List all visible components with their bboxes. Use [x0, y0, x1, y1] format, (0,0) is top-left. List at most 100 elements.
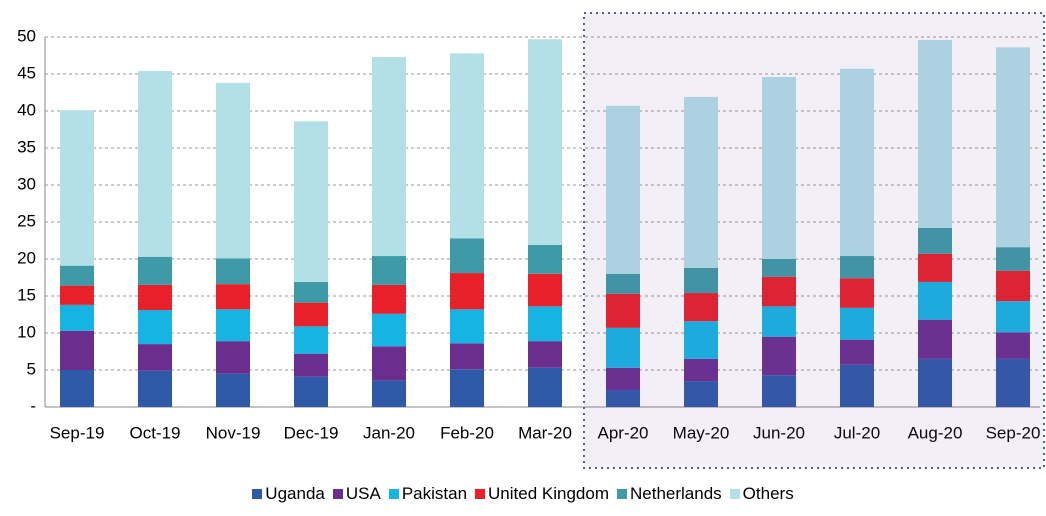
- bar-segment: [138, 71, 172, 257]
- legend-label: Others: [742, 484, 794, 503]
- x-tick-label: Feb-20: [440, 423, 494, 442]
- bar-segment: [294, 353, 328, 377]
- chart: - 5 10 15 20 25 30 35 40 45 50 Sep-19 Oct-19 Nov-19 De…: [17, 12, 1045, 469]
- legend-label: Pakistan: [401, 484, 468, 503]
- bar-segment: [372, 380, 406, 407]
- bar-segment: [918, 39, 952, 228]
- y-tick-label: 15: [17, 285, 36, 304]
- legend-swatch: [729, 489, 740, 499]
- bar-segment: [762, 336, 796, 376]
- bar-segment: [918, 281, 952, 320]
- bar-segment: [606, 327, 640, 368]
- bar-segment: [216, 373, 250, 407]
- y-tick-label: 20: [17, 248, 36, 267]
- bar-segment: [138, 370, 172, 407]
- x-tick-label: Mar-20: [518, 423, 572, 442]
- bar-segment: [840, 307, 874, 340]
- bar-segment: [606, 273, 640, 294]
- bar-segment: [996, 358, 1030, 407]
- bar-segment: [372, 313, 406, 347]
- y-tick-label: 30: [17, 174, 36, 193]
- bar-segment: [996, 247, 1030, 271]
- x-tick-label: Jul-20: [834, 423, 880, 442]
- bar-segment: [372, 256, 406, 285]
- bar-segment: [606, 293, 640, 328]
- bar-segment: [528, 341, 562, 368]
- bar-segment: [138, 284, 172, 311]
- bar-segment: [60, 110, 94, 266]
- legend-swatch: [252, 489, 263, 499]
- x-tick-label: Sep-20: [986, 423, 1041, 442]
- bar-segment: [450, 53, 484, 239]
- bar-segment: [450, 238, 484, 274]
- bar-segment: [684, 293, 718, 322]
- bar-segment: [840, 339, 874, 365]
- bar-segment: [606, 367, 640, 390]
- bar-segment: [762, 306, 796, 337]
- legend-item: Pakistan: [388, 484, 468, 504]
- bar-segment: [996, 47, 1030, 248]
- legend-item: United Kingdom: [475, 484, 609, 504]
- y-tick-label: 40: [17, 100, 36, 119]
- legend: Uganda USA Pakistan United Kingdom Netherlan…: [0, 484, 1046, 504]
- y-tick-label: 35: [17, 137, 36, 156]
- bar-segment: [294, 302, 328, 327]
- bar-segment: [450, 343, 484, 370]
- bar-segment: [528, 244, 562, 274]
- bar-segment: [216, 341, 250, 374]
- bar-segment: [450, 309, 484, 344]
- bar-segment: [216, 82, 250, 259]
- bar-segment: [762, 276, 796, 307]
- bar-segment: [918, 227, 952, 254]
- bar-segment: [60, 330, 94, 370]
- bar-segment: [216, 258, 250, 285]
- bar-segment: [60, 370, 94, 407]
- bar-segment: [840, 256, 874, 279]
- x-tick-label: Apr-20: [597, 423, 648, 442]
- bar-segment: [372, 56, 406, 257]
- legend-swatch: [388, 489, 399, 499]
- bar-segment: [450, 369, 484, 407]
- bar-segment: [840, 278, 874, 308]
- y-tick-label: 50: [17, 26, 36, 45]
- legend-swatch: [332, 489, 343, 499]
- legend-item: Netherlands: [617, 484, 722, 504]
- bar-segment: [762, 76, 796, 260]
- x-tick-label: Jun-20: [753, 423, 805, 442]
- bar-segment: [684, 96, 718, 268]
- legend-swatch: [475, 489, 486, 499]
- bar-segment: [528, 367, 562, 407]
- bar-segment: [294, 121, 328, 282]
- bar-segment: [840, 68, 874, 257]
- y-tick-label: 5: [27, 359, 36, 378]
- bar-segment: [528, 39, 562, 245]
- bar-segment: [684, 381, 718, 407]
- bar-segment: [684, 267, 718, 294]
- bar-segment: [996, 270, 1030, 302]
- y-tick-label: -: [30, 396, 36, 415]
- bar-segment: [138, 310, 172, 345]
- bar-segment: [684, 321, 718, 359]
- bar-segment: [528, 273, 562, 307]
- bar-segment: [918, 358, 952, 407]
- x-tick-label: Dec-19: [284, 423, 339, 442]
- bar-segment: [762, 375, 796, 407]
- bar-segment: [294, 376, 328, 407]
- y-tick-label: 45: [17, 63, 36, 82]
- x-tick-label: Nov-19: [206, 423, 261, 442]
- bar-segment: [606, 105, 640, 274]
- bar-segment: [138, 256, 172, 285]
- x-tick-label: Sep-19: [50, 423, 105, 442]
- bar-segment: [996, 332, 1030, 359]
- bar-segment: [138, 344, 172, 371]
- bar-segment: [372, 346, 406, 381]
- legend-label: Uganda: [265, 484, 325, 503]
- legend-item: USA: [332, 484, 381, 504]
- legend-swatch: [617, 489, 627, 499]
- bar-segment: [762, 259, 796, 277]
- bar-segment: [840, 364, 874, 407]
- bar-segment: [918, 319, 952, 359]
- x-tick-label: Aug-20: [908, 423, 963, 442]
- bar-segment: [60, 304, 94, 331]
